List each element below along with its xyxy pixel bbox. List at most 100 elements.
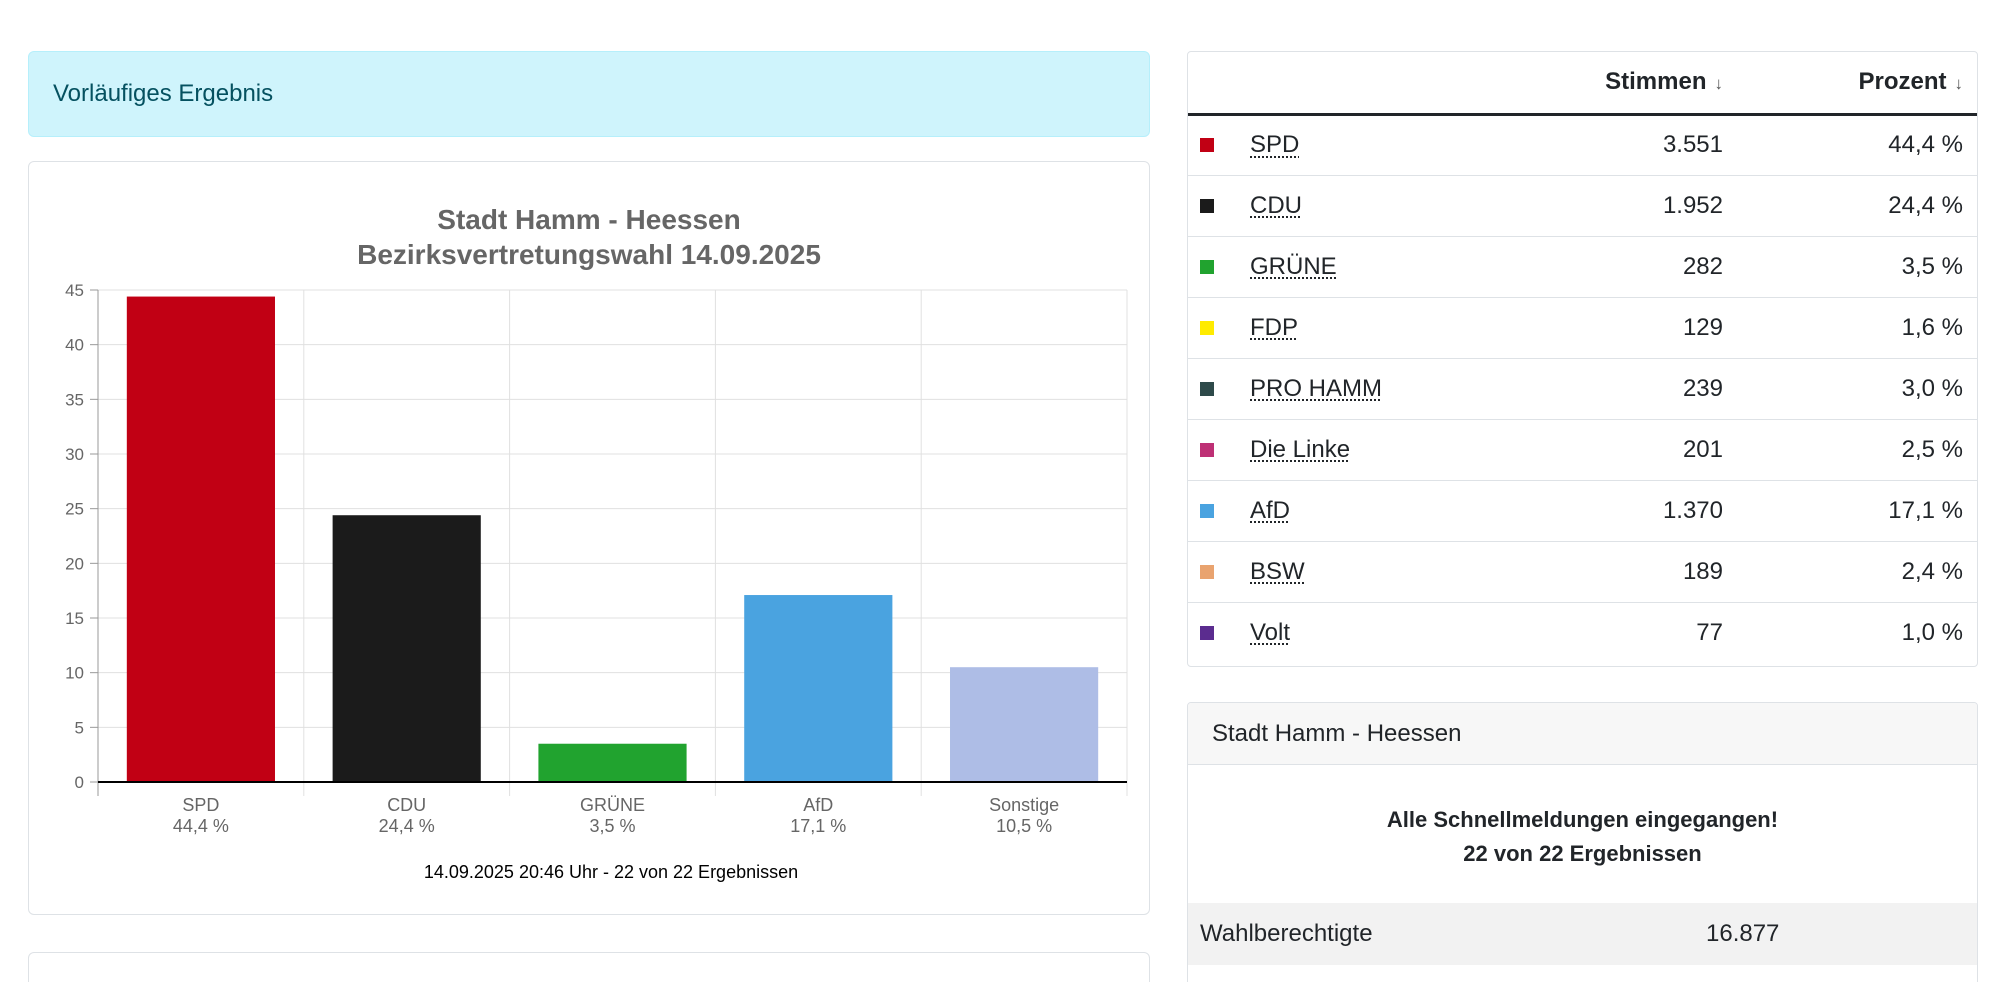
y-tick-label: 30 <box>65 445 84 464</box>
x-category-label: SPD <box>182 795 219 815</box>
result-row: BSW 189 2,4 % <box>1188 541 1977 603</box>
result-row: FDP 129 1,6 % <box>1188 297 1977 359</box>
chart-title-line-2: Bezirksvertretungswahl 14.09.2025 <box>357 239 821 270</box>
party-link[interactable]: GRÜNE <box>1250 252 1337 280</box>
party-link[interactable]: BSW <box>1250 557 1305 585</box>
party-color-swatch <box>1200 564 1214 579</box>
votes-cell: 189 <box>1493 541 1737 603</box>
party-color-cell <box>1188 175 1250 237</box>
header-votes[interactable]: Stimmen ↓ <box>1493 52 1737 116</box>
party-cell: AfD <box>1250 480 1494 542</box>
preliminary-result-alert: Vorläufiges Ergebnis <box>28 51 1150 137</box>
status-message: Alle Schnellmeldungen eingegangen! 22 vo… <box>1188 765 1977 965</box>
y-tick-label: 25 <box>65 500 84 519</box>
percent-cell: 17,1 % <box>1737 480 1977 542</box>
percent-cell: 2,4 % <box>1737 541 1977 603</box>
percent-cell: 3,5 % <box>1737 236 1977 298</box>
bar-spd[interactable] <box>126 296 275 782</box>
header-percent-label: Prozent <box>1858 68 1947 96</box>
district-name: Stadt Hamm - Heessen <box>1212 719 1462 747</box>
party-color-cell <box>1188 236 1250 298</box>
result-row: AfD 1.370 17,1 % <box>1188 480 1977 542</box>
y-tick-label: 40 <box>65 336 84 355</box>
votes-cell: 1.370 <box>1493 480 1737 542</box>
party-color-swatch <box>1200 381 1214 396</box>
party-link[interactable]: Volt <box>1250 618 1291 646</box>
percent-cell: 44,4 % <box>1737 114 1977 176</box>
party-cell: Die Linke <box>1250 419 1494 481</box>
party-color-swatch <box>1200 198 1214 213</box>
party-color-swatch <box>1200 138 1214 152</box>
votes-cell: 129 <box>1493 297 1737 359</box>
percent-cell: 2,5 % <box>1737 419 1977 481</box>
y-tick-label: 5 <box>75 718 84 737</box>
percent-cell: 1,6 % <box>1737 297 1977 359</box>
y-tick-label: 20 <box>65 554 84 573</box>
sort-down-icon[interactable]: ↓ <box>1714 74 1724 94</box>
party-link[interactable]: Die Linke <box>1250 435 1351 463</box>
y-tick-label: 45 <box>65 281 84 300</box>
stat-row-eligible-voters: Wahlberechtigte 16.877 <box>1188 903 1977 965</box>
party-link[interactable]: FDP <box>1250 313 1298 341</box>
bar-cdu[interactable] <box>332 515 481 782</box>
party-cell: BSW <box>1250 541 1494 603</box>
status-card-header: Stadt Hamm - Heessen <box>1188 703 1977 765</box>
votes-cell: 1.952 <box>1493 175 1737 237</box>
x-value-label: 24,4 % <box>379 816 435 836</box>
party-cell: SPD <box>1250 114 1494 176</box>
header-party <box>1250 52 1494 116</box>
y-tick-label: 35 <box>65 390 84 409</box>
result-row: Die Linke 201 2,5 % <box>1188 419 1977 481</box>
party-cell: FDP <box>1250 297 1494 359</box>
party-color-cell <box>1188 297 1250 359</box>
alert-text: Vorläufiges Ergebnis <box>53 80 274 107</box>
header-swatch <box>1188 52 1250 116</box>
bar-grüne[interactable] <box>538 743 687 782</box>
x-value-label: 17,1 % <box>790 816 846 836</box>
bar-sonstige[interactable] <box>950 667 1099 782</box>
party-color-swatch <box>1200 320 1214 335</box>
chart-title-line-1: Stadt Hamm - Heessen <box>437 204 740 235</box>
status-message-line-2: 22 von 22 Ergebnissen <box>1463 841 1702 866</box>
chart-footer: 14.09.2025 20:46 Uhr - 22 von 22 Ergebni… <box>424 862 798 882</box>
bar-chart: Stadt Hamm - Heessen Bezirksvertretungsw… <box>65 204 1128 882</box>
stat-value: 16.877 <box>1706 920 1780 947</box>
bar-afd[interactable] <box>744 595 893 782</box>
sort-down-icon[interactable]: ↓ <box>1954 74 1964 94</box>
results-table: Stimmen ↓ Prozent ↓ SPD 3.551 44,4 % CDU 1.952… <box>1188 52 1977 663</box>
party-color-cell <box>1188 358 1250 420</box>
results-table-card: Stimmen ↓ Prozent ↓ SPD 3.551 44,4 % CDU 1.952… <box>1187 51 1978 667</box>
result-row: PRO HAMM 239 3,0 % <box>1188 358 1977 420</box>
status-card: Stadt Hamm - Heessen Alle Schnellmeldung… <box>1187 702 1978 982</box>
x-value-label: 44,4 % <box>173 816 229 836</box>
percent-cell: 1,0 % <box>1901 618 1963 646</box>
party-color-cell <box>1188 602 1250 663</box>
result-row: Volt 77 1,0 % <box>1188 602 1977 663</box>
stat-label: Wahlberechtigte <box>1200 920 1373 947</box>
votes-cell: 77 <box>1696 618 1723 646</box>
votes-cell: 282 <box>1493 236 1737 298</box>
party-color-cell <box>1188 419 1250 481</box>
chart-card: Stadt Hamm - Heessen Bezirksvertretungsw… <box>28 161 1150 915</box>
x-category-label: Sonstige <box>989 795 1059 815</box>
next-card <box>28 952 1150 982</box>
party-color-swatch <box>1200 625 1214 640</box>
result-row: GRÜNE 282 3,5 % <box>1188 236 1977 298</box>
result-row: CDU 1.952 24,4 % <box>1188 175 1977 237</box>
x-value-label: 3,5 % <box>589 816 635 836</box>
votes-cell: 3.551 <box>1493 114 1737 176</box>
votes-cell: 201 <box>1493 419 1737 481</box>
party-link[interactable]: PRO HAMM <box>1250 374 1382 402</box>
party-link[interactable]: AfD <box>1250 496 1291 524</box>
x-category-label: AfD <box>803 795 833 815</box>
y-tick-label: 15 <box>65 609 84 628</box>
y-tick-label: 10 <box>65 664 84 683</box>
x-category-label: CDU <box>387 795 426 815</box>
x-category-label: GRÜNE <box>580 795 645 815</box>
party-color-swatch <box>1200 503 1214 518</box>
result-row: SPD 3.551 44,4 % <box>1188 114 1977 176</box>
party-link[interactable]: SPD <box>1250 131 1300 158</box>
header-percent[interactable]: Prozent ↓ <box>1737 52 1977 116</box>
party-link[interactable]: CDU <box>1250 191 1302 219</box>
party-color-swatch <box>1200 259 1214 274</box>
